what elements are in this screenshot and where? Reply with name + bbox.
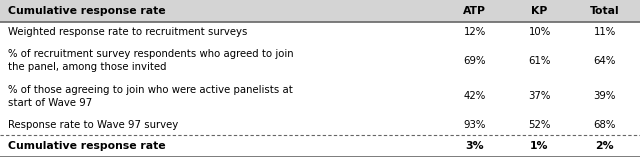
Text: Cumulative response rate: Cumulative response rate — [8, 141, 165, 151]
Text: KP: KP — [531, 6, 548, 16]
Text: 11%: 11% — [594, 27, 616, 38]
Text: % of recruitment survey respondents who agreed to join
the panel, among those in: % of recruitment survey respondents who … — [8, 49, 293, 72]
Text: 12%: 12% — [464, 27, 486, 38]
Text: 42%: 42% — [464, 91, 486, 101]
Text: 10%: 10% — [529, 27, 550, 38]
Bar — [0, 135, 640, 157]
Text: Total: Total — [590, 6, 620, 16]
Text: Weighted response rate to recruitment surveys: Weighted response rate to recruitment su… — [8, 27, 247, 38]
Text: 64%: 64% — [594, 56, 616, 66]
Text: 1%: 1% — [531, 141, 548, 151]
Text: 2%: 2% — [595, 141, 614, 151]
Text: 39%: 39% — [594, 91, 616, 101]
Text: Response rate to Wave 97 survey: Response rate to Wave 97 survey — [8, 119, 178, 130]
Text: 37%: 37% — [529, 91, 550, 101]
Text: % of those agreeing to join who were active panelists at
start of Wave 97: % of those agreeing to join who were act… — [8, 85, 292, 108]
Text: ATP: ATP — [463, 6, 486, 16]
Text: 3%: 3% — [465, 141, 484, 151]
Text: 61%: 61% — [529, 56, 550, 66]
Bar — [0, 78, 640, 114]
Bar — [0, 22, 640, 43]
Bar — [0, 114, 640, 135]
Bar — [0, 43, 640, 78]
Text: 52%: 52% — [529, 119, 550, 130]
Bar — [0, 0, 640, 22]
Text: Cumulative response rate: Cumulative response rate — [8, 6, 165, 16]
Text: 68%: 68% — [594, 119, 616, 130]
Text: 93%: 93% — [464, 119, 486, 130]
Text: 69%: 69% — [463, 56, 486, 66]
